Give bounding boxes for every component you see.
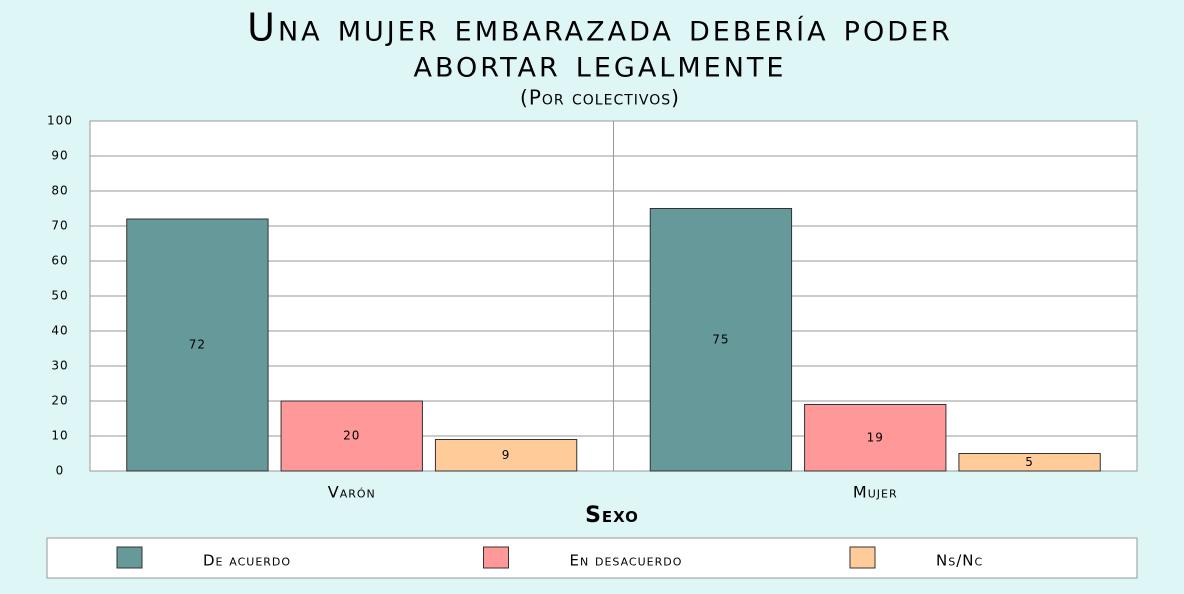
y-tick-label: 80 (51, 184, 68, 198)
x-tick-label: Mujer (853, 483, 898, 502)
y-tick-label: 10 (51, 429, 68, 443)
chart-title: abortar legalmente (414, 42, 787, 86)
y-tick-label: 20 (51, 394, 68, 408)
x-axis-label: Sexo (585, 503, 639, 528)
x-tick-label: Varón (328, 483, 376, 502)
data-label: 20 (343, 429, 360, 443)
data-label: 72 (189, 338, 206, 352)
data-label: 9 (502, 448, 511, 462)
data-label: 5 (1025, 455, 1034, 469)
y-tick-label: 100 (47, 114, 73, 128)
legend-swatch (117, 547, 142, 568)
chart-subtitle: (Por colectivos) (520, 86, 680, 110)
y-tick-label: 70 (51, 219, 68, 233)
y-tick-label: 50 (51, 289, 68, 303)
legend-label: En desacuerdo (570, 552, 683, 570)
chart: Una mujer embarazada debería poder abort… (0, 0, 1184, 594)
legend-swatch (484, 547, 509, 568)
legend-label: Ns/Nc (936, 552, 983, 570)
data-label: 19 (867, 430, 884, 444)
y-tick-label: 40 (51, 324, 68, 338)
y-tick-label: 0 (56, 464, 65, 478)
y-tick-label: 60 (51, 254, 68, 268)
legend-label: De acuerdo (203, 552, 291, 570)
y-tick-label: 30 (51, 359, 68, 373)
legend-swatch (850, 547, 875, 568)
data-label: 75 (712, 332, 729, 346)
y-tick-label: 90 (51, 149, 68, 163)
